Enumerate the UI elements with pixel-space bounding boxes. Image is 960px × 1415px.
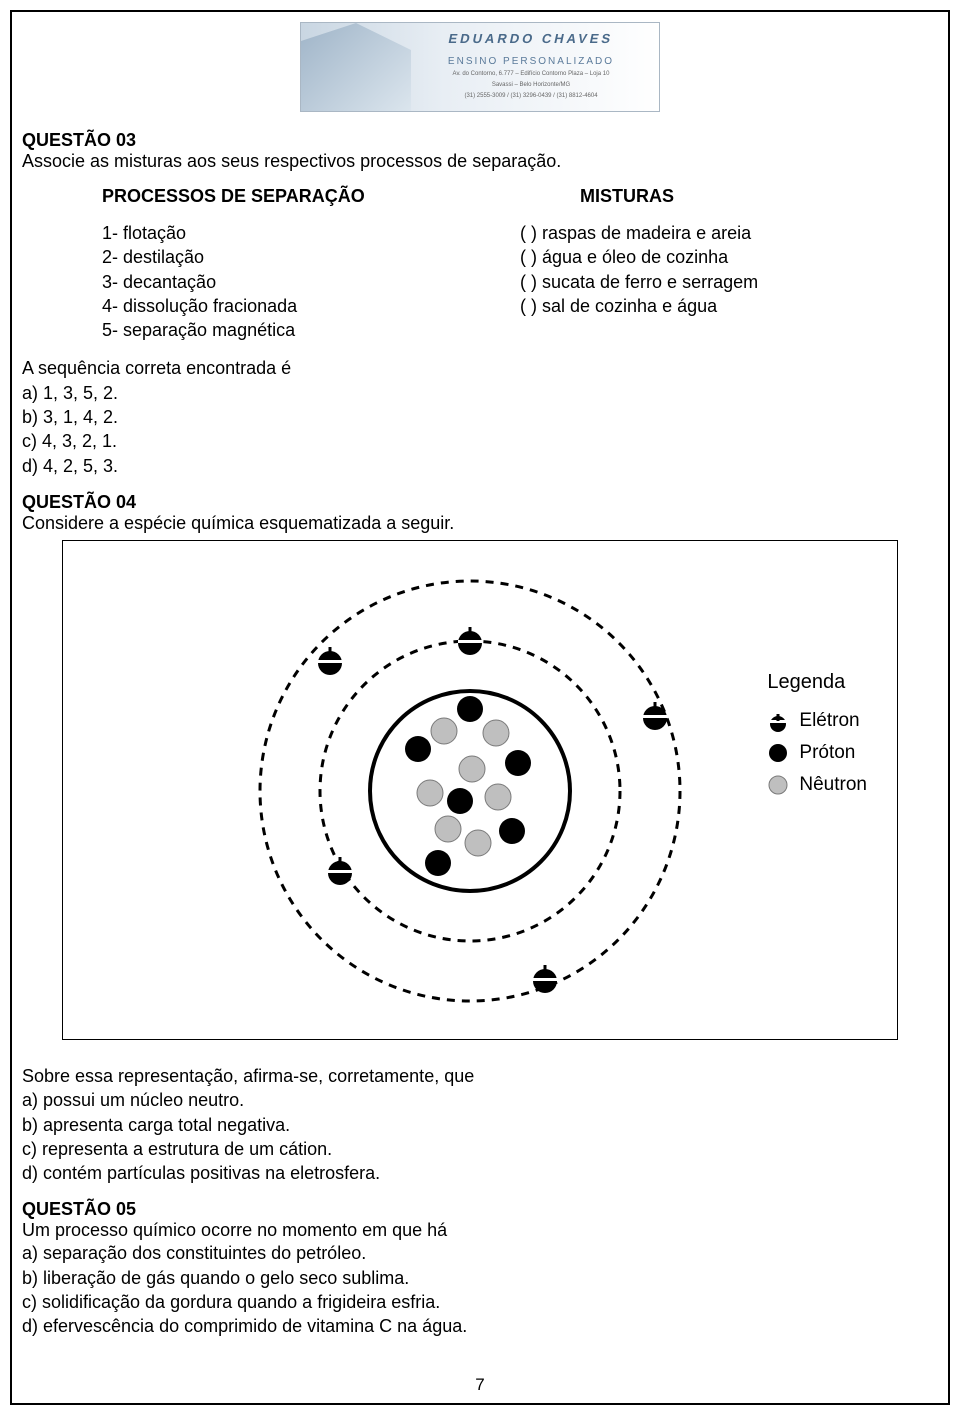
logo-box: EDUARDO CHAVES ENSINO PERSONALIZADO Av. … xyxy=(300,22,660,112)
q03-title: QUESTÃO 03 xyxy=(22,130,938,151)
header-logo-area: EDUARDO CHAVES ENSINO PERSONALIZADO Av. … xyxy=(22,22,938,112)
q05-option: d) efervescência do comprimido de vitami… xyxy=(22,1314,938,1338)
q03-process: 5- separação magnética xyxy=(102,318,520,342)
q03-process: 1- flotação xyxy=(102,221,520,245)
q03-option: b) 3, 1, 4, 2. xyxy=(22,405,938,429)
logo-text: EDUARDO CHAVES ENSINO PERSONALIZADO Av. … xyxy=(411,31,651,101)
logo-tagline: ENSINO PERSONALIZADO xyxy=(411,56,651,67)
q03-mixture: ( ) água e óleo de cozinha xyxy=(520,245,938,269)
logo-phones: (31) 2555-3009 / (31) 3296-0439 / (31) 8… xyxy=(411,93,651,100)
q03-answers: A sequência correta encontrada é a) 1, 3… xyxy=(22,356,938,477)
q03-columns: PROCESSOS DE SEPARAÇÃO 1- flotação 2- de… xyxy=(102,186,938,342)
q05-option: c) solidificação da gordura quando a fri… xyxy=(22,1290,938,1314)
electron-icon xyxy=(767,710,789,732)
legend-row-electron: Elétron xyxy=(767,710,867,732)
atom-diagram xyxy=(200,541,760,1041)
q03-left-head: PROCESSOS DE SEPARAÇÃO xyxy=(102,186,520,207)
legend-label: Nêutron xyxy=(799,774,867,796)
q05-answers: a) separação dos constituintes do petról… xyxy=(22,1241,938,1338)
atom-legend: Legenda Elétron Próton xyxy=(767,671,867,806)
atom-figure: Legenda Elétron Próton xyxy=(62,540,898,1040)
q04-option: b) apresenta carga total negativa. xyxy=(22,1113,938,1137)
q05-prompt: Um processo químico ocorre no momento em… xyxy=(22,1220,938,1241)
q03-option: a) 1, 3, 5, 2. xyxy=(22,381,938,405)
q04-option: c) representa a estrutura de um cátion. xyxy=(22,1137,938,1161)
q04-option: a) possui um núcleo neutro. xyxy=(22,1088,938,1112)
q05-option: b) liberação de gás quando o gelo seco s… xyxy=(22,1266,938,1290)
q03-mixture: ( ) sucata de ferro e serragem xyxy=(520,270,938,294)
q03-right-col: MISTURAS ( ) raspas de madeira e areia (… xyxy=(520,186,938,342)
legend-title: Legenda xyxy=(767,671,867,694)
neutron-icon xyxy=(767,774,789,796)
legend-row-neutron: Nêutron xyxy=(767,774,867,796)
q03-left-col: PROCESSOS DE SEPARAÇÃO 1- flotação 2- de… xyxy=(102,186,520,342)
question-05: QUESTÃO 05 Um processo químico ocorre no… xyxy=(22,1199,938,1338)
logo-building-graphic xyxy=(301,23,411,112)
page-frame: EDUARDO CHAVES ENSINO PERSONALIZADO Av. … xyxy=(10,10,950,1405)
q03-process: 3- decantação xyxy=(102,270,520,294)
q04-title: QUESTÃO 04 xyxy=(22,492,938,513)
q03-answers-lead: A sequência correta encontrada é xyxy=(22,356,938,380)
q03-mixture: ( ) raspas de madeira e areia xyxy=(520,221,938,245)
q03-process: 2- destilação xyxy=(102,245,520,269)
q03-prompt: Associe as misturas aos seus respectivos… xyxy=(22,151,938,172)
logo-name: EDUARDO CHAVES xyxy=(409,31,652,46)
q03-right-head: MISTURAS xyxy=(520,186,938,207)
q03-option: c) 4, 3, 2, 1. xyxy=(22,429,938,453)
page-number: 7 xyxy=(12,1375,948,1395)
q04-after: Sobre essa representação, afirma-se, cor… xyxy=(22,1064,938,1088)
q05-title: QUESTÃO 05 xyxy=(22,1199,938,1220)
q05-option: a) separação dos constituintes do petról… xyxy=(22,1241,938,1265)
legend-label: Próton xyxy=(799,742,855,764)
q04-answers: Sobre essa representação, afirma-se, cor… xyxy=(22,1064,938,1185)
q03-mixture: ( ) sal de cozinha e água xyxy=(520,294,938,318)
logo-address-1: Av. do Contorno, 6.777 – Edifício Contor… xyxy=(411,71,651,78)
q03-process: 4- dissolução fracionada xyxy=(102,294,520,318)
legend-row-proton: Próton xyxy=(767,742,867,764)
question-04: QUESTÃO 04 Considere a espécie química e… xyxy=(22,492,938,1185)
q04-option: d) contém partículas positivas na eletro… xyxy=(22,1161,938,1185)
logo-address-2: Savassi – Belo Horizonte/MG xyxy=(411,82,651,89)
q04-prompt: Considere a espécie química esquematizad… xyxy=(22,513,938,534)
q03-option: d) 4, 2, 5, 3. xyxy=(22,454,938,478)
question-03: QUESTÃO 03 Associe as misturas aos seus … xyxy=(22,130,938,478)
proton-icon xyxy=(767,742,789,764)
legend-label: Elétron xyxy=(799,710,859,732)
